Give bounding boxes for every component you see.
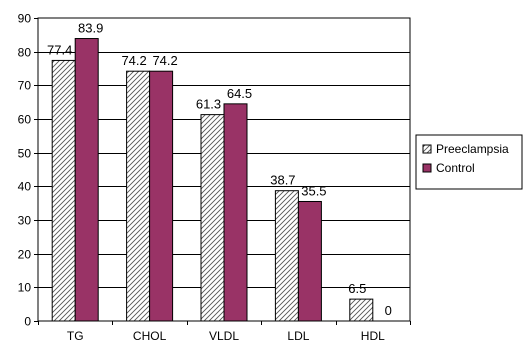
y-tick-label: 50 <box>18 147 32 161</box>
legend: Preeclampsia Control <box>415 134 523 190</box>
plot-area: 0 10 20 30 40 50 60 70 80 90 TG CHOL VLDL LDL HDL 77.4 8… <box>18 12 411 343</box>
bar-preeclampsia-vldl <box>200 114 225 322</box>
y-tick-label: 70 <box>18 79 32 93</box>
y-tick-label: 0 <box>24 315 31 329</box>
legend-label-preeclampsia: Preeclampsia <box>436 142 509 156</box>
legend-box <box>415 134 523 190</box>
category-label: LDL <box>287 329 309 343</box>
y-tick-label: 60 <box>18 113 32 127</box>
legend-swatch-control <box>422 163 432 173</box>
bar-preeclampsia-tg <box>51 59 76 322</box>
y-tick-label: 30 <box>18 214 32 228</box>
y-tick-label: 90 <box>18 12 32 26</box>
y-tick-label: 40 <box>18 180 32 194</box>
bar-preeclampsia-chol <box>126 70 151 322</box>
category-label: CHOL <box>133 329 167 343</box>
data-label: 77.4 <box>47 42 72 57</box>
legend-label-control: Control <box>436 161 475 175</box>
bar-preeclampsia-ldl <box>274 190 299 322</box>
data-label: 74.2 <box>152 53 177 68</box>
data-label: 35.5 <box>301 183 326 198</box>
category-label: VLDL <box>209 329 239 343</box>
bar-preeclampsia-hdl <box>349 298 374 322</box>
data-label: 61.3 <box>196 97 221 112</box>
bar-control-chol <box>149 70 174 322</box>
data-label: 83.9 <box>78 21 103 36</box>
bar-control-vldl <box>223 103 248 322</box>
y-tick-label: 80 <box>18 46 32 60</box>
data-label: 64.5 <box>227 86 252 101</box>
legend-swatch-preeclampsia <box>422 144 432 154</box>
data-label: 6.5 <box>348 281 366 296</box>
bar-control-ldl <box>297 200 322 322</box>
category-label: HDL <box>361 329 385 343</box>
y-tick-label: 20 <box>18 248 32 262</box>
category-label: TG <box>67 329 84 343</box>
bar-control-tg <box>74 38 99 322</box>
data-label: 38.7 <box>270 173 295 188</box>
y-tick-label: 10 <box>18 281 32 295</box>
data-label: 0 <box>385 303 392 318</box>
data-label: 74.2 <box>121 53 146 68</box>
